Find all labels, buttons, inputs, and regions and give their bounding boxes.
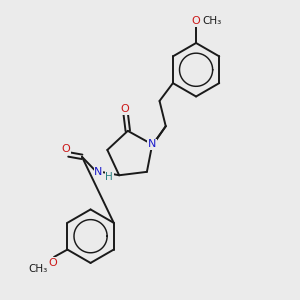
Text: N: N — [94, 167, 103, 177]
Text: O: O — [61, 144, 70, 154]
Text: O: O — [192, 16, 200, 26]
Text: N: N — [148, 140, 156, 149]
Text: O: O — [120, 104, 129, 114]
Text: O: O — [48, 258, 57, 268]
Text: H: H — [106, 172, 113, 182]
Text: CH₃: CH₃ — [28, 265, 47, 275]
Text: CH₃: CH₃ — [203, 16, 222, 26]
